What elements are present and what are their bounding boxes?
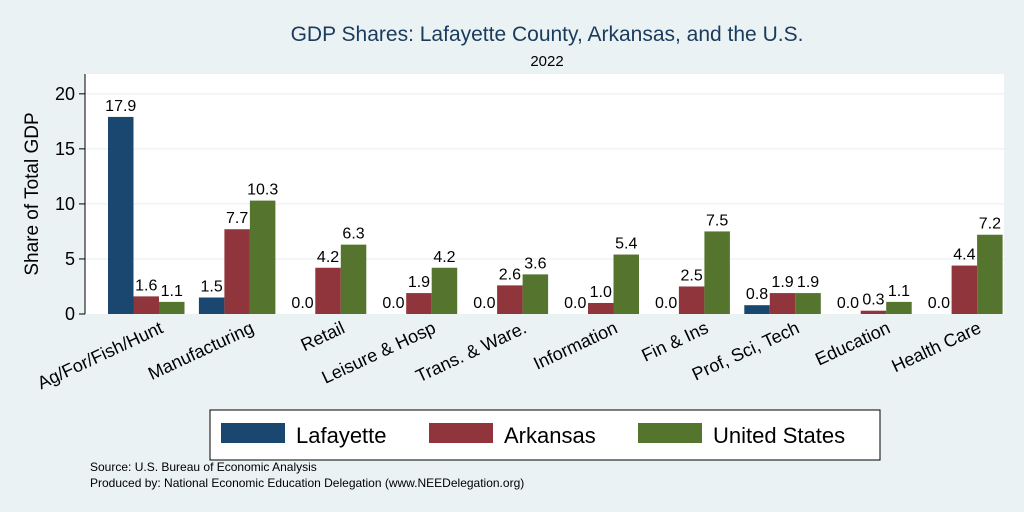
bar	[340, 244, 367, 314]
data-label: 2.5	[681, 267, 703, 284]
bar	[522, 274, 549, 314]
category-label: Health Care	[889, 317, 985, 376]
data-label: 1.1	[888, 283, 910, 300]
data-label: 10.3	[247, 182, 278, 199]
data-label: 7.7	[226, 210, 248, 227]
bar	[951, 265, 978, 314]
data-label: 4.2	[317, 249, 339, 266]
bar	[497, 285, 523, 314]
data-label: 1.0	[590, 284, 612, 301]
legend-swatch	[221, 423, 285, 443]
data-label: 7.5	[706, 212, 728, 229]
bar	[406, 293, 432, 314]
data-label: 3.6	[524, 255, 546, 272]
legend: Lafayette Arkansas United States	[209, 409, 881, 461]
bar	[224, 229, 250, 314]
bar	[133, 296, 159, 314]
y-tick-label: 20	[55, 84, 75, 104]
data-label: 0.0	[928, 295, 950, 312]
data-label: 1.5	[201, 278, 223, 295]
legend-swatch	[638, 423, 702, 443]
data-label: 4.2	[433, 249, 455, 266]
category-label: Retail	[298, 317, 348, 355]
category-label: Education	[812, 317, 893, 369]
data-label: 17.9	[105, 98, 136, 115]
legend-box	[209, 409, 881, 461]
chart-title: GDP Shares: Lafayette County, Arkansas, …	[291, 23, 804, 46]
chart-subtitle: 2022	[530, 53, 563, 70]
bar	[977, 234, 1003, 314]
category-label: Ag/For/Fish/Hunt	[34, 317, 166, 393]
data-label: 1.6	[135, 277, 157, 294]
bar	[613, 254, 639, 314]
bars	[108, 116, 1003, 314]
bar	[886, 301, 912, 314]
data-label: 0.0	[473, 295, 495, 312]
bar	[249, 200, 276, 314]
bar	[588, 302, 614, 314]
bar	[704, 231, 730, 314]
bar	[315, 267, 341, 314]
data-label: 7.2	[979, 216, 1001, 233]
y-tick-label: 15	[55, 139, 75, 159]
data-label: 1.9	[797, 274, 819, 291]
bar	[431, 267, 458, 314]
data-label: 0.0	[564, 295, 586, 312]
data-label: 1.9	[771, 274, 793, 291]
bar	[198, 297, 225, 314]
y-tick-label: 5	[65, 249, 75, 269]
data-label: 0.0	[382, 295, 404, 312]
bar	[159, 301, 185, 314]
bar	[795, 293, 821, 314]
bar	[678, 286, 705, 314]
category-label: Information	[530, 317, 620, 373]
data-label: 0.0	[291, 295, 313, 312]
produced-note: Produced by: National Economic Education…	[90, 476, 524, 490]
data-label: 0.8	[746, 286, 768, 303]
data-label: 1.1	[161, 283, 183, 300]
y-tick-label: 10	[55, 194, 75, 214]
y-axis-label: Share of Total GDP	[22, 112, 43, 275]
data-label: 2.6	[499, 266, 521, 283]
data-label: 1.9	[408, 274, 430, 291]
bar	[744, 305, 770, 314]
bar	[769, 293, 796, 314]
data-labels: 17.91.6 1.1 1.57.710.30.04.26.30.01.94.20.…	[105, 98, 1001, 312]
legend-label: Arkansas	[504, 423, 596, 448]
data-label: 6.3	[342, 226, 364, 243]
legend-label: United States	[713, 423, 845, 448]
y-tick-label: 0	[65, 304, 75, 324]
data-label: 0.0	[837, 295, 859, 312]
legend-swatch	[429, 423, 493, 443]
bar	[108, 116, 134, 314]
legend-label: Lafayette	[296, 423, 387, 448]
source-note: Source: U.S. Bureau of Economic Analysis	[90, 460, 317, 474]
y-axis-ticks: 0 5 10 15 20	[55, 84, 85, 324]
category-label: Fin & Ins	[639, 317, 712, 365]
data-label: 5.4	[615, 236, 637, 253]
data-label: 4.4	[953, 247, 975, 264]
bar	[860, 310, 887, 314]
data-label: 0.3	[862, 292, 884, 309]
data-label: 0.0	[655, 295, 677, 312]
